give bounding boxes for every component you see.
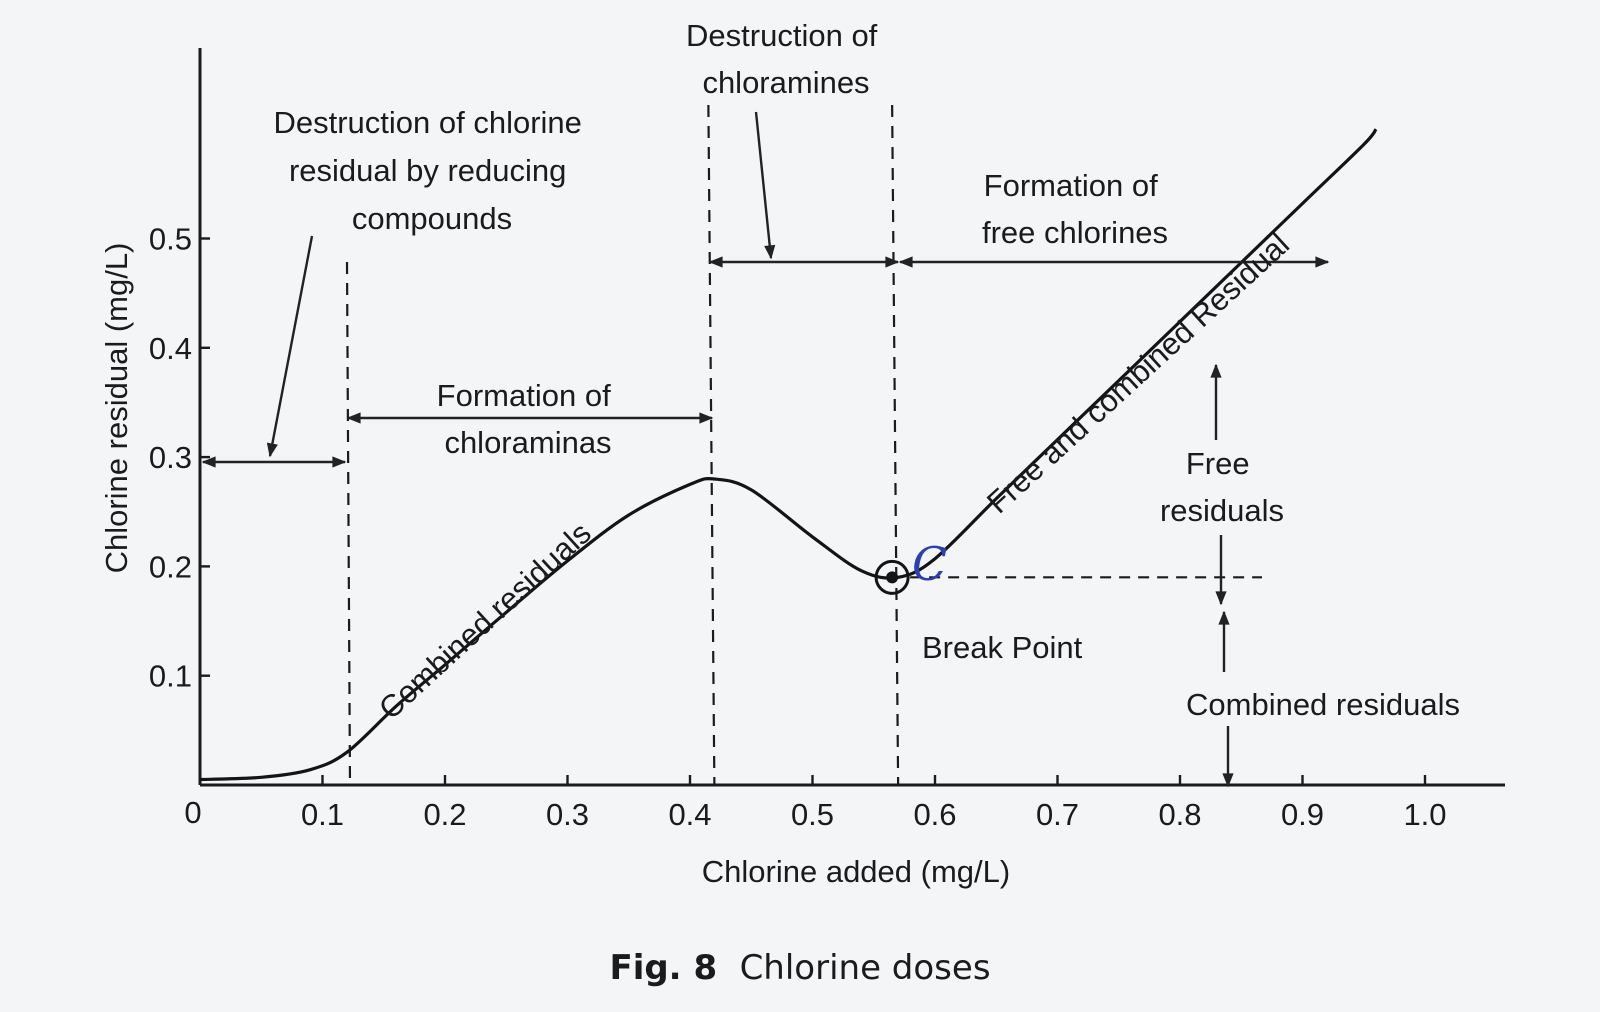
origin-label: 0 xyxy=(184,795,201,830)
break-point-dot xyxy=(886,571,899,584)
y-tick-label: 0.4 xyxy=(149,331,192,366)
x-axis-label: Chlorine added (mg/L) xyxy=(702,854,1010,889)
figure-caption: Fig. 8 Chlorine doses xyxy=(609,948,990,988)
y-ticks: 0.1 0.2 0.3 0.4 0.5 xyxy=(149,222,210,694)
figure-caption-text: Chlorine doses xyxy=(740,948,991,988)
annotation-formation-chloraminas: Formation of chloraminas xyxy=(437,378,620,460)
x-tick-label: 0.9 xyxy=(1281,797,1324,832)
x-tick-label: 0.8 xyxy=(1158,797,1201,832)
annotation-free-residuals: Free residuals xyxy=(1160,446,1284,528)
x-ticks: 0.1 0.2 0.3 0.4 0.5 0.6 0.7 0.8 0.9 1.0 xyxy=(301,775,1447,832)
annotation-destruction-chloramines: Destruction of chloramines xyxy=(686,18,886,100)
x-tick-label: 0.2 xyxy=(423,797,466,832)
x-tick-label: 0.7 xyxy=(1036,797,1079,832)
y-tick-label: 0.2 xyxy=(149,549,192,584)
x-tick-label: 0.3 xyxy=(546,797,589,832)
label-break-point: Break Point xyxy=(922,630,1083,665)
y-tick-label: 0.5 xyxy=(149,222,192,257)
pointer-arrow-reducing xyxy=(266,235,314,458)
y-tick-label: 0.1 xyxy=(149,659,192,694)
phase-boundary-line xyxy=(707,104,716,786)
pointer-arrow-chloramines xyxy=(754,111,776,260)
annotation-combined-residuals-right: Combined residuals xyxy=(1186,687,1460,722)
phase-boundary-line xyxy=(345,261,352,786)
handwritten-c-mark: C xyxy=(912,537,947,591)
x-tick-label: 0.1 xyxy=(301,797,344,832)
figure-caption-label: Fig. 8 xyxy=(609,948,717,988)
residual-curve xyxy=(199,128,1378,782)
label-combined-residuals-curve: Combined residuals xyxy=(372,515,598,726)
break-point-marker xyxy=(874,559,910,595)
annotation-formation-free: Formation of free chlorines xyxy=(982,168,1168,250)
y-tick-label: 0.3 xyxy=(149,440,192,475)
x-tick-label: 0.6 xyxy=(913,797,956,832)
x-tick-label: 0.4 xyxy=(668,797,711,832)
annotation-destruction-reducing: Destruction of chlorine residual by redu… xyxy=(273,105,590,236)
x-tick-label: 0.5 xyxy=(791,797,834,832)
phase-boundaries xyxy=(345,104,900,786)
phase-boundary-line xyxy=(891,104,900,786)
x-tick-label: 1.0 xyxy=(1403,797,1446,832)
y-axis-label: Chlorine residual (mg/L) xyxy=(99,243,134,574)
